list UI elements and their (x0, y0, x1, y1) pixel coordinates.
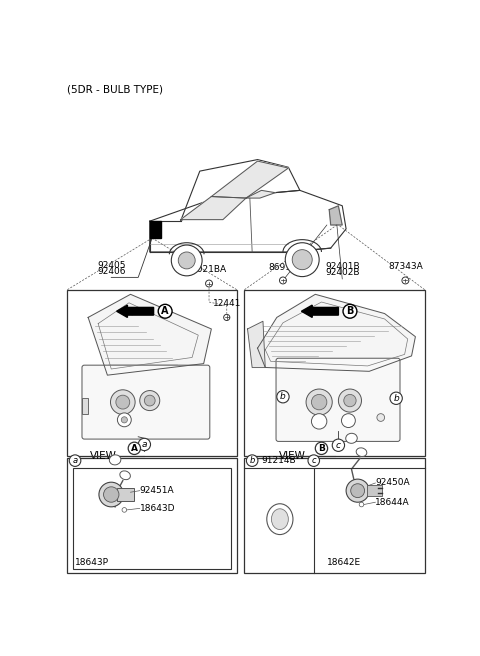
Text: 92450A: 92450A (375, 478, 410, 487)
Text: B: B (318, 444, 325, 453)
Circle shape (312, 394, 327, 410)
Bar (82, 398, 88, 414)
Circle shape (118, 413, 131, 427)
Ellipse shape (346, 434, 357, 443)
Circle shape (402, 277, 409, 284)
Text: 92401B: 92401B (325, 262, 360, 271)
Text: 92402B: 92402B (325, 268, 360, 277)
Circle shape (138, 438, 151, 451)
FancyBboxPatch shape (82, 365, 210, 439)
Text: 86910: 86910 (269, 263, 297, 272)
Polygon shape (246, 190, 275, 198)
Bar (244, 290, 425, 456)
Text: b: b (393, 394, 399, 403)
Bar (67, 290, 237, 456)
Circle shape (338, 389, 361, 412)
Text: 12441: 12441 (213, 299, 241, 308)
Circle shape (390, 392, 402, 405)
Ellipse shape (267, 504, 293, 535)
Text: 92406: 92406 (97, 267, 125, 276)
Ellipse shape (109, 455, 121, 465)
Circle shape (158, 304, 172, 318)
Text: b: b (250, 456, 255, 465)
Circle shape (351, 483, 365, 498)
Bar (244, 458, 425, 573)
Polygon shape (180, 159, 300, 221)
Bar (118, 488, 134, 501)
Polygon shape (258, 295, 415, 371)
Text: A: A (161, 306, 169, 316)
Ellipse shape (356, 448, 367, 457)
Text: 92405: 92405 (97, 260, 125, 270)
Polygon shape (329, 206, 342, 225)
Circle shape (140, 390, 160, 411)
Text: 18642E: 18642E (327, 558, 361, 567)
Text: c: c (312, 456, 316, 465)
Text: 1021BA: 1021BA (192, 264, 227, 274)
Circle shape (312, 414, 327, 429)
Bar (73, 468, 231, 569)
Circle shape (128, 442, 141, 455)
Circle shape (121, 417, 127, 423)
FancyArrow shape (117, 305, 154, 318)
Text: 18644A: 18644A (375, 498, 410, 506)
Circle shape (171, 245, 202, 276)
Text: A: A (131, 444, 138, 453)
Text: B: B (346, 306, 354, 316)
Circle shape (224, 314, 230, 321)
Polygon shape (211, 161, 288, 198)
Circle shape (308, 455, 320, 466)
Circle shape (116, 395, 130, 409)
Circle shape (285, 243, 319, 277)
Polygon shape (248, 321, 265, 367)
Bar (367, 485, 382, 496)
Circle shape (110, 390, 135, 415)
Circle shape (178, 252, 195, 269)
Text: b: b (280, 392, 286, 401)
Text: a: a (72, 456, 78, 465)
Polygon shape (150, 190, 346, 252)
Text: 92451A: 92451A (140, 486, 174, 495)
Circle shape (144, 395, 155, 406)
Text: 18643P: 18643P (75, 558, 109, 567)
Circle shape (205, 280, 213, 287)
FancyArrow shape (301, 305, 338, 318)
Text: (5DR - BULB TYPE): (5DR - BULB TYPE) (67, 85, 163, 95)
Polygon shape (180, 197, 246, 220)
Text: 91214B: 91214B (262, 456, 296, 465)
Text: 87343A: 87343A (388, 262, 423, 271)
Bar (67, 458, 237, 573)
Circle shape (343, 304, 357, 318)
Text: VIEW: VIEW (279, 451, 306, 461)
Circle shape (122, 508, 127, 512)
Circle shape (69, 455, 81, 466)
Polygon shape (150, 221, 161, 238)
Circle shape (279, 277, 287, 284)
Text: 18643D: 18643D (140, 504, 175, 513)
Circle shape (315, 442, 328, 455)
Circle shape (99, 482, 123, 507)
Circle shape (306, 389, 332, 415)
Polygon shape (88, 295, 211, 375)
Circle shape (104, 487, 119, 502)
Circle shape (246, 455, 258, 466)
Text: c: c (336, 441, 341, 450)
Circle shape (377, 414, 384, 421)
Circle shape (341, 414, 355, 428)
Circle shape (277, 390, 289, 403)
Text: a: a (142, 440, 147, 449)
Text: VIEW: VIEW (90, 451, 117, 461)
Circle shape (359, 502, 364, 507)
Ellipse shape (120, 471, 131, 480)
Circle shape (292, 250, 312, 270)
Ellipse shape (271, 509, 288, 529)
Circle shape (346, 479, 369, 502)
Circle shape (344, 394, 356, 407)
Circle shape (332, 439, 345, 451)
FancyBboxPatch shape (276, 358, 400, 441)
